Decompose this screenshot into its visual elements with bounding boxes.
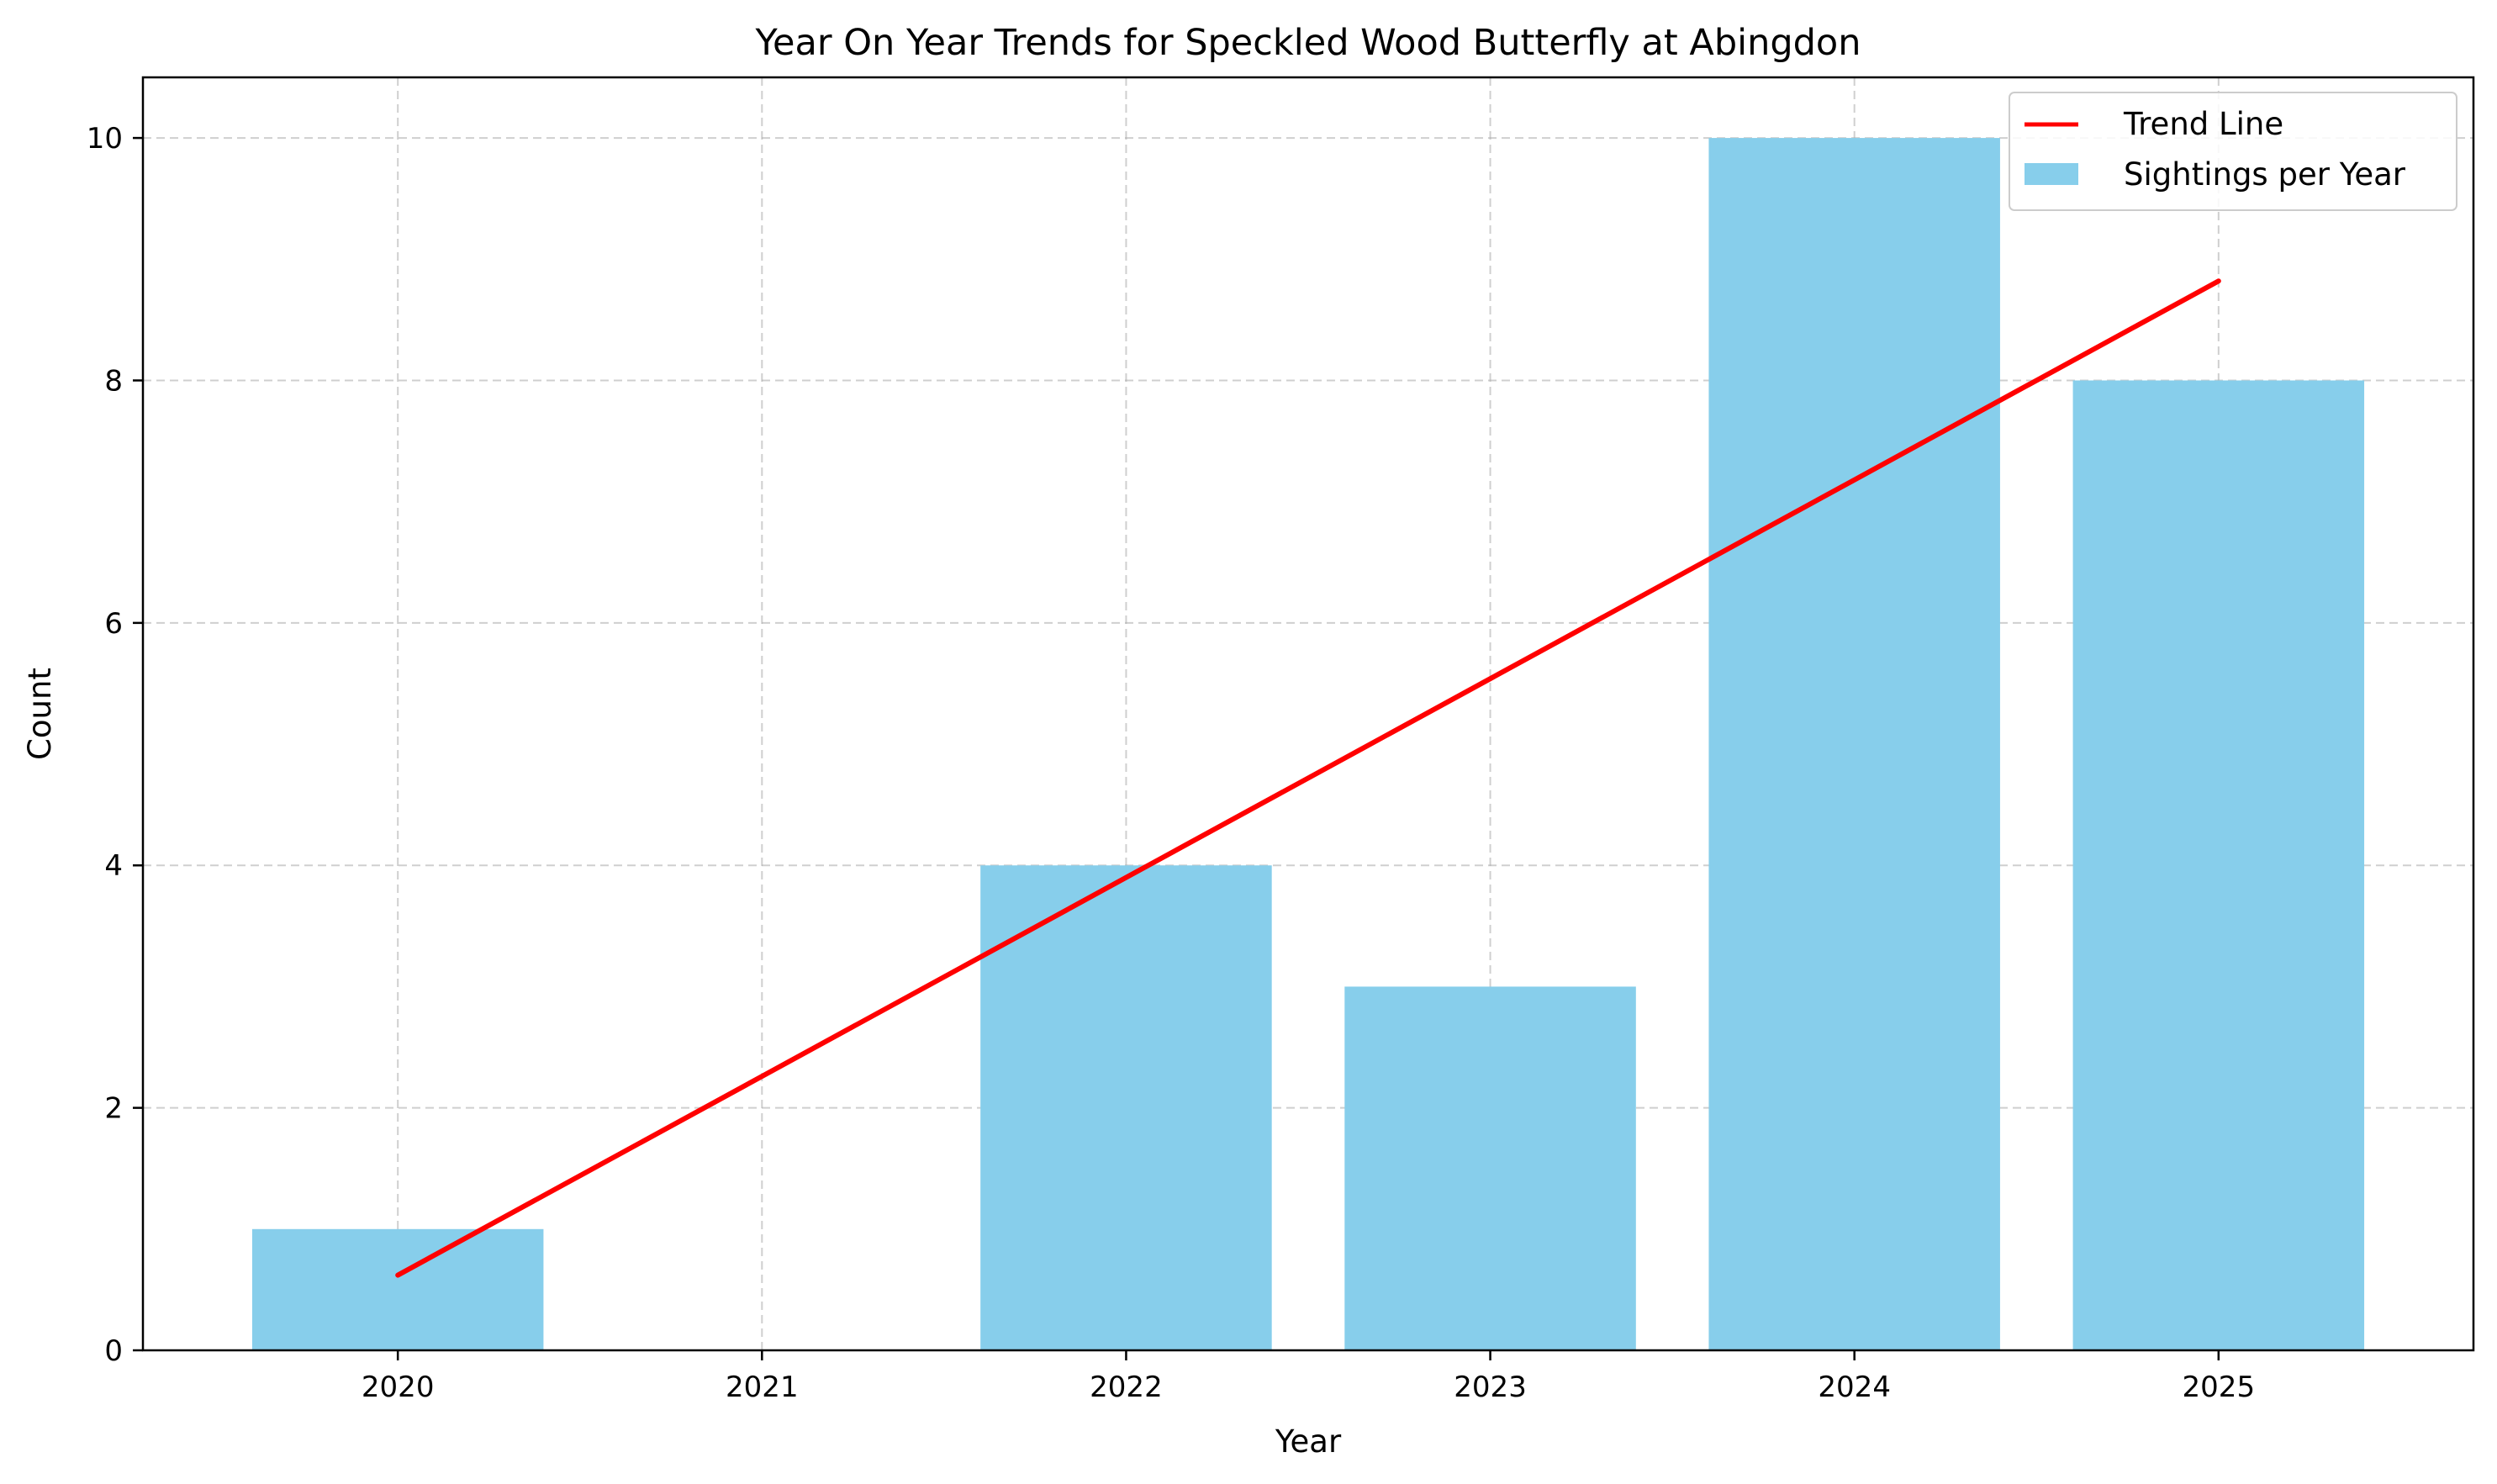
y-tick-label: 0 — [104, 1334, 123, 1368]
x-axis: 2020 2021 2022 2023 2024 2025 — [362, 1350, 2255, 1404]
legend-box — [2009, 92, 2457, 211]
bar — [1708, 138, 2000, 1351]
y-tick-label: 6 — [104, 607, 123, 641]
y-tick-label: 4 — [104, 849, 123, 883]
y-tick-label: 8 — [104, 364, 123, 398]
plot-area-frame — [141, 76, 2475, 1352]
bar — [1344, 986, 1636, 1350]
bar — [2072, 380, 2365, 1350]
y-tick-label: 10 — [87, 122, 123, 156]
x-axis-title: Year — [1275, 1423, 1342, 1460]
y-tick-label: 2 — [104, 1092, 123, 1126]
legend-swatch-sightings — [2025, 163, 2078, 185]
x-tick-label: 2022 — [1090, 1370, 1163, 1404]
bar — [980, 865, 1272, 1350]
bar — [251, 1228, 544, 1350]
legend-label-trend-line: Trend Line — [2123, 106, 2283, 142]
x-tick-label: 2024 — [1818, 1370, 1891, 1404]
trend-line — [395, 278, 2221, 1278]
legend: Trend Line Sightings per Year — [2009, 92, 2457, 211]
y-axis-title: Count — [22, 668, 58, 760]
y-axis: 0 2 4 6 8 10 — [87, 122, 143, 1368]
x-tick-label: 2021 — [726, 1370, 799, 1404]
legend-label-sightings: Sightings per Year — [2124, 156, 2406, 193]
x-tick-label: 2025 — [2183, 1370, 2256, 1404]
x-tick-label: 2023 — [1454, 1370, 1527, 1404]
trend-line-series — [395, 278, 2221, 1278]
bar-series — [251, 138, 2365, 1351]
chart-title: Year On Year Trends for Speckled Wood Bu… — [754, 22, 1861, 64]
x-tick-label: 2020 — [362, 1370, 435, 1404]
